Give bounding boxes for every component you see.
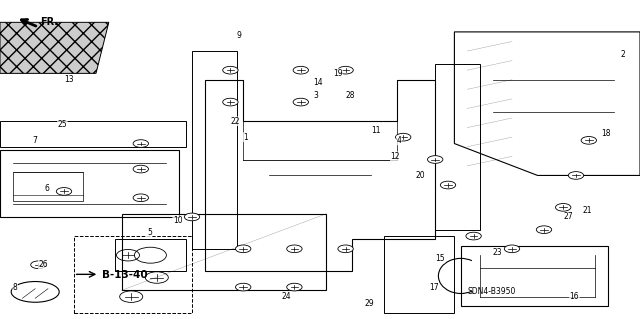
Text: 11: 11 [371, 126, 381, 135]
Circle shape [236, 283, 251, 291]
Text: 27: 27 [563, 212, 573, 221]
Circle shape [440, 181, 456, 189]
Text: 8: 8 [13, 283, 17, 292]
Text: 9: 9 [237, 31, 242, 40]
Text: 26: 26 [38, 260, 48, 269]
Circle shape [293, 66, 308, 74]
Text: 13: 13 [64, 75, 74, 84]
Circle shape [581, 137, 596, 144]
Circle shape [396, 133, 411, 141]
Text: 1: 1 [243, 133, 248, 142]
Circle shape [133, 194, 148, 202]
Circle shape [536, 226, 552, 234]
Text: 25: 25 [58, 120, 67, 129]
Text: 18: 18 [602, 130, 611, 138]
Bar [13, 172, 83, 201]
Text: 2: 2 [621, 50, 625, 59]
Circle shape [293, 98, 308, 106]
Circle shape [184, 213, 200, 221]
Circle shape [287, 245, 302, 253]
Text: 17: 17 [429, 283, 438, 292]
Circle shape [223, 98, 238, 106]
Text: 28: 28 [346, 91, 355, 100]
Text: 16: 16 [570, 292, 579, 301]
Text: 15: 15 [435, 254, 445, 263]
Circle shape [428, 156, 443, 163]
Text: 21: 21 [582, 206, 592, 215]
Text: 22: 22 [230, 117, 240, 126]
Text: 5: 5 [147, 228, 152, 237]
Circle shape [568, 172, 584, 179]
Text: 7: 7 [32, 136, 37, 145]
Text: 10: 10 [173, 216, 182, 225]
Circle shape [56, 188, 72, 195]
Circle shape [504, 245, 520, 253]
Circle shape [556, 204, 571, 211]
Circle shape [133, 140, 148, 147]
Circle shape [223, 66, 238, 74]
Bar [122, 214, 326, 290]
Polygon shape [0, 22, 109, 73]
Circle shape [236, 245, 251, 253]
Text: 3: 3 [314, 91, 319, 100]
Text: 24: 24 [282, 292, 291, 301]
Text: 6: 6 [45, 184, 50, 193]
Text: 19: 19 [333, 69, 342, 78]
Bar [74, 236, 192, 313]
Circle shape [287, 283, 302, 291]
Circle shape [466, 232, 481, 240]
Circle shape [133, 165, 148, 173]
Text: 23: 23 [493, 248, 502, 256]
Text: 14: 14 [314, 78, 323, 87]
Text: 12: 12 [390, 152, 400, 161]
Text: SDN4-B3950: SDN4-B3950 [467, 287, 516, 296]
Circle shape [338, 245, 353, 253]
Text: 20: 20 [416, 171, 426, 180]
Text: FR.: FR. [40, 17, 58, 27]
Text: B-13-40: B-13-40 [102, 270, 148, 280]
Circle shape [31, 261, 46, 269]
Circle shape [338, 66, 353, 74]
Text: 29: 29 [365, 299, 374, 308]
Text: 4: 4 [397, 136, 402, 145]
